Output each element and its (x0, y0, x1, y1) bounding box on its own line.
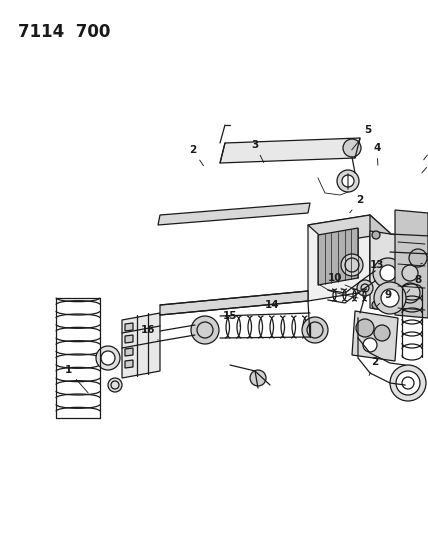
Text: 5: 5 (352, 125, 372, 150)
Circle shape (250, 370, 266, 386)
Circle shape (409, 249, 427, 267)
Text: 13: 13 (370, 260, 384, 276)
Text: 7: 7 (422, 153, 428, 173)
Text: 16: 16 (141, 325, 158, 340)
Circle shape (337, 170, 359, 192)
Circle shape (373, 258, 403, 288)
Circle shape (341, 254, 363, 276)
Circle shape (356, 319, 374, 337)
Circle shape (396, 371, 420, 395)
Circle shape (101, 351, 115, 365)
Circle shape (342, 175, 354, 187)
Text: 1: 1 (64, 365, 88, 393)
Text: 12: 12 (422, 287, 428, 301)
Circle shape (400, 283, 420, 303)
Polygon shape (160, 291, 308, 315)
Text: 8: 8 (407, 275, 422, 293)
Text: 2: 2 (189, 145, 203, 166)
Polygon shape (125, 335, 133, 343)
Text: 14: 14 (262, 300, 279, 315)
Polygon shape (352, 311, 398, 361)
Circle shape (96, 346, 120, 370)
Text: 4: 4 (373, 143, 380, 165)
Circle shape (363, 338, 377, 352)
Text: 7114  700: 7114 700 (18, 23, 110, 41)
Circle shape (402, 265, 418, 281)
Text: 15: 15 (223, 311, 240, 326)
Circle shape (302, 317, 328, 343)
Polygon shape (395, 210, 428, 318)
Polygon shape (318, 228, 358, 285)
Polygon shape (308, 215, 370, 301)
Circle shape (372, 231, 380, 239)
Polygon shape (122, 313, 160, 378)
Polygon shape (125, 360, 133, 368)
Circle shape (374, 325, 390, 341)
Text: 11: 11 (421, 253, 428, 264)
Circle shape (343, 139, 361, 157)
Text: 10: 10 (328, 273, 342, 290)
Polygon shape (220, 138, 360, 163)
Circle shape (357, 280, 373, 296)
Circle shape (390, 365, 426, 401)
Polygon shape (158, 203, 310, 225)
Polygon shape (308, 215, 390, 243)
Polygon shape (370, 215, 390, 305)
Circle shape (380, 265, 396, 281)
Text: 9: 9 (377, 290, 392, 306)
Polygon shape (370, 231, 418, 315)
Circle shape (406, 237, 414, 245)
Text: 2: 2 (350, 195, 364, 213)
Polygon shape (125, 323, 133, 331)
Text: 6: 6 (424, 140, 428, 160)
Text: 2: 2 (369, 357, 379, 375)
Circle shape (108, 378, 122, 392)
Polygon shape (125, 348, 133, 356)
Circle shape (381, 289, 399, 307)
Text: 3: 3 (251, 140, 264, 163)
Circle shape (401, 307, 409, 315)
Circle shape (374, 282, 406, 314)
Circle shape (191, 316, 219, 344)
Circle shape (372, 301, 380, 309)
